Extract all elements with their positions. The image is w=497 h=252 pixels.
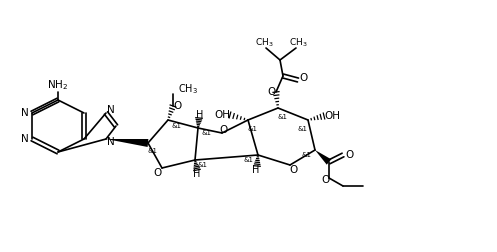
Text: NH$_2$: NH$_2$ [47,78,69,92]
Text: N: N [21,134,29,144]
Text: H: H [252,165,260,175]
Text: CH$_3$: CH$_3$ [289,37,307,49]
Text: &1: &1 [243,157,253,163]
Text: N: N [107,105,115,115]
Text: &1: &1 [278,114,288,120]
Text: &1: &1 [298,126,308,132]
Text: H: H [196,110,204,120]
Text: CH$_3$: CH$_3$ [178,82,198,96]
Text: OH: OH [324,111,340,121]
Text: O: O [300,73,308,83]
Text: O: O [290,165,298,175]
Text: O: O [174,101,182,111]
Text: O: O [267,87,275,97]
Text: &1: &1 [302,152,312,158]
Text: &1: &1 [201,130,211,136]
Polygon shape [106,139,149,147]
Text: H: H [193,169,201,179]
Text: O: O [321,175,329,185]
Text: &1: &1 [172,123,182,129]
Text: &1: &1 [198,162,208,168]
Text: N: N [21,108,29,118]
Text: OH: OH [214,110,230,120]
Polygon shape [315,150,331,165]
Text: O: O [153,168,161,178]
Text: &1: &1 [147,148,157,154]
Text: N: N [107,137,115,147]
Text: CH$_3$: CH$_3$ [254,37,273,49]
Text: O: O [345,150,353,160]
Text: &1: &1 [248,126,258,132]
Text: O: O [220,125,228,135]
